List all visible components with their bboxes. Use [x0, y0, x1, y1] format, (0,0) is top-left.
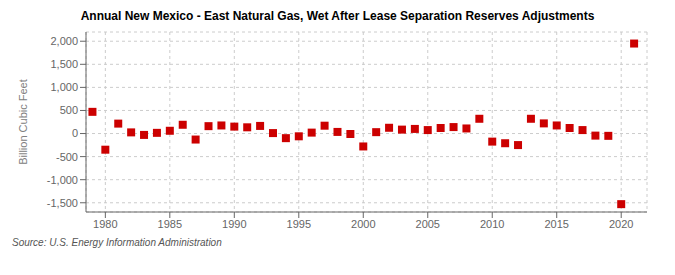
- svg-text:-1,000: -1,000: [47, 174, 78, 186]
- svg-text:2020: 2020: [609, 218, 633, 230]
- svg-text:1995: 1995: [287, 218, 311, 230]
- svg-text:1985: 1985: [158, 218, 182, 230]
- svg-text:1,000: 1,000: [50, 81, 78, 93]
- svg-text:1980: 1980: [93, 218, 117, 230]
- svg-text:Billion Cubic Feet: Billion Cubic Feet: [17, 79, 29, 165]
- svg-text:0: 0: [72, 127, 78, 139]
- svg-text:-500: -500: [56, 151, 78, 163]
- svg-text:2000: 2000: [351, 218, 375, 230]
- svg-text:2015: 2015: [544, 218, 568, 230]
- html-text:Annual New Mexico - East Natur: Annual New Mexico - East Natural Gas, We…: [80, 9, 595, 23]
- svg-text:500: 500: [60, 104, 78, 116]
- svg-text:2,000: 2,000: [50, 35, 78, 47]
- svg-text:2010: 2010: [480, 218, 504, 230]
- svg-text:1990: 1990: [222, 218, 246, 230]
- svg-text:-1,500: -1,500: [47, 197, 78, 209]
- html-text:Source: U.S. Energy Informatio: Source: U.S. Energy Information Administ…: [12, 237, 222, 248]
- svg-text:1,500: 1,500: [50, 58, 78, 70]
- svg-text:2005: 2005: [416, 218, 440, 230]
